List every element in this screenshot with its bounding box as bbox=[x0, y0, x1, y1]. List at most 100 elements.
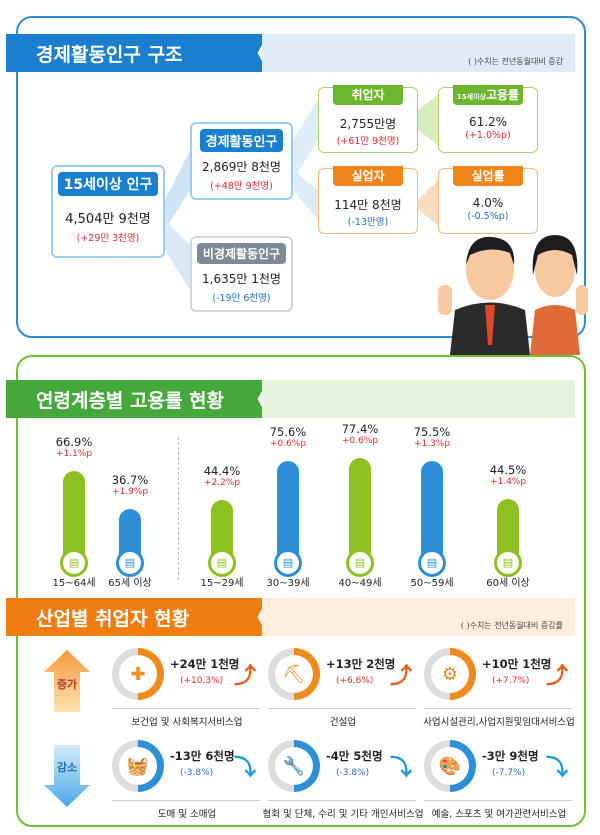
industry-change-rate: (-3.8%) bbox=[336, 768, 370, 778]
inactive-box: 비경제활동인구 1,635만 1천명 (-19만 6천명) bbox=[190, 236, 293, 312]
pop15-label: 15세이상 인구 bbox=[57, 172, 159, 196]
industry-item: 🔧 -4만 5천명 (-3.8%) ⤵ 협회 및 단체, 수리 및 기타 개인서… bbox=[263, 740, 423, 828]
bar-1 bbox=[119, 509, 141, 555]
document-search-icon: ▤ bbox=[274, 549, 302, 577]
category-label: 65세 이상 bbox=[108, 578, 152, 589]
decrease-arrow-icon: 감소 bbox=[44, 745, 90, 807]
age-industry-panel bbox=[16, 355, 586, 827]
emp-rate-value: 61.2% bbox=[468, 115, 508, 129]
bar-change-label: +1.4%p bbox=[489, 477, 527, 488]
industry-change-rate: (+7.7%) bbox=[492, 676, 530, 686]
bar-3 bbox=[277, 460, 299, 555]
document-search-icon: ▤ bbox=[116, 549, 144, 577]
section-title-structure: 경제활동인구 구조 bbox=[6, 34, 268, 72]
document-search-icon: ▤ bbox=[418, 549, 446, 577]
bar-value-label: 75.5% bbox=[413, 424, 451, 439]
bar-change-label: +1.9%p bbox=[111, 487, 149, 498]
bar-2 bbox=[211, 499, 233, 555]
document-search-icon: ▤ bbox=[60, 549, 88, 577]
unemp-rate-change: (-0.5%p) bbox=[467, 211, 509, 222]
industry-change-value: +24만 1천명 bbox=[170, 657, 240, 671]
industry-change-value: +10만 1천명 bbox=[482, 657, 552, 671]
business-support-icon: ⚙ bbox=[424, 648, 476, 700]
inactive-label: 비경제활동인구 bbox=[196, 243, 287, 264]
section-title-industry: 산업별 취업자 현황 bbox=[6, 598, 268, 636]
bar-change-label: +1.1%p bbox=[55, 449, 93, 460]
active-box: 경제활동인구 2,869만 8천명 (+48만 9천명) bbox=[190, 122, 293, 200]
employed-value: 2,755만명 bbox=[339, 117, 397, 131]
emp-rate-change: (+1.0%p) bbox=[465, 130, 511, 141]
bar-value-label: 44.4% bbox=[203, 463, 241, 478]
bar-label: 77.4% +0.6%p bbox=[325, 422, 395, 446]
industry-item: ✚ +24만 1천명 (+10.3%) ⤴ 보건업 및 사회복지서비스업 bbox=[112, 648, 267, 736]
bar-label: 44.4% +2.2%p bbox=[187, 464, 257, 488]
unemployed-value: 114만 8천명 bbox=[334, 198, 402, 212]
category-label: 60세 이상 bbox=[486, 578, 530, 589]
employed-box: 취업자 2,755만명 (+61만 9천명) bbox=[318, 85, 418, 153]
increase-arrow-icon: 증가 bbox=[44, 650, 90, 712]
category-label: 40~49세 bbox=[338, 578, 382, 589]
unemp-rate-label: 실업률 bbox=[453, 166, 523, 186]
emp-rate-label: 고용률 bbox=[485, 88, 520, 102]
industry-change-rate: (-7.7%) bbox=[492, 768, 526, 778]
bar-value-label: 36.7% bbox=[111, 473, 149, 488]
employed-change: (+61만 9천명) bbox=[336, 136, 400, 147]
structure-panel bbox=[16, 16, 586, 338]
bar-label: 66.9% +1.1%p bbox=[39, 435, 109, 459]
trend-up-icon: ⤴ bbox=[234, 664, 257, 689]
connector-shapes bbox=[165, 95, 438, 290]
category-label: 50~59세 bbox=[410, 578, 454, 589]
industry-item: 🧺 -13만 6천명 (-3.8%) ⤵ 도매 및 소매업 bbox=[112, 740, 267, 828]
industry-note: ( )수치는 전년동월대비 증감률 bbox=[262, 598, 575, 636]
bar-label: 36.7% +1.9%p bbox=[95, 473, 165, 497]
excavator-icon: ⛏ bbox=[268, 648, 320, 700]
divider bbox=[112, 708, 260, 709]
bar-label: 75.5% +1.3%p bbox=[397, 425, 467, 449]
industry-name: 예술, 스포츠 및 여가관련서비스업 bbox=[431, 809, 567, 820]
industry-change-value: -3만 9천명 bbox=[482, 749, 539, 763]
pop15-change: (+29만 3천명) bbox=[76, 233, 140, 244]
increase-label: 증가 bbox=[56, 678, 78, 691]
structure-note: ( )수치는 전년동월대비 증감 bbox=[262, 34, 575, 72]
first-aid-kit-icon: ✚ bbox=[112, 648, 164, 700]
unemployed-change: (-13만명) bbox=[347, 217, 389, 228]
wrench-icon: 🔧 bbox=[268, 740, 320, 792]
inactive-value: 1,635만 1천명 bbox=[202, 272, 281, 286]
divider bbox=[268, 800, 416, 801]
emp-rate-label-small: 15세이상 bbox=[456, 93, 486, 101]
bar-label: 75.6% +0.6%p bbox=[253, 425, 323, 449]
industry-change-value: -13만 6천명 bbox=[170, 749, 235, 763]
pop15-value: 4,504만 9천명 bbox=[65, 212, 151, 227]
emp-rate-box: 15세이상고용률 61.2% (+1.0%p) bbox=[438, 85, 538, 153]
bar-change-label: +1.3%p bbox=[413, 438, 451, 449]
age-header-bar bbox=[262, 380, 575, 418]
shopping-basket-icon: 🧺 bbox=[112, 740, 164, 792]
industry-name: 건설업 bbox=[329, 717, 357, 728]
section-title-age: 연령계층별 고용률 현황 bbox=[6, 380, 268, 418]
bar-value-label: 75.6% bbox=[269, 424, 307, 439]
trend-up-icon: ⤴ bbox=[390, 664, 413, 689]
industry-change-value: -4만 5천명 bbox=[326, 749, 383, 763]
industry-change-rate: (-3.8%) bbox=[180, 768, 214, 778]
inactive-change: (-19만 6천명) bbox=[212, 293, 271, 304]
unemployed-label: 실업자 bbox=[333, 166, 403, 186]
trend-down-icon: ⤵ bbox=[546, 756, 569, 781]
industry-change-value: +13만 2천명 bbox=[326, 657, 396, 671]
bar-change-label: +0.6%p bbox=[341, 436, 379, 447]
bar-0 bbox=[63, 471, 85, 555]
trend-down-icon: ⤵ bbox=[234, 756, 257, 781]
bar-6 bbox=[497, 499, 519, 555]
bar-change-label: +0.6%p bbox=[269, 438, 307, 449]
unemp-rate-value: 4.0% bbox=[472, 196, 504, 210]
bar-value-label: 77.4% bbox=[341, 422, 379, 437]
category-label: 30~39세 bbox=[266, 578, 310, 589]
unemployed-box: 실업자 114만 8천명 (-13만명) bbox=[318, 166, 418, 234]
industry-change-rate: (+10.3%) bbox=[180, 676, 224, 686]
bar-value-label: 44.5% bbox=[489, 463, 527, 478]
divider bbox=[424, 800, 572, 801]
industry-item: 🎨 -3만 9천명 (-7.7%) ⤵ 예술, 스포츠 및 여가관련서비스업 bbox=[424, 740, 579, 828]
chart-divider bbox=[178, 437, 179, 580]
decrease-label: 감소 bbox=[56, 761, 78, 774]
trend-down-icon: ⤵ bbox=[390, 756, 413, 781]
industry-item: ⛏ +13만 2천명 (+6.6%) ⤴ 건설업 bbox=[268, 648, 423, 736]
